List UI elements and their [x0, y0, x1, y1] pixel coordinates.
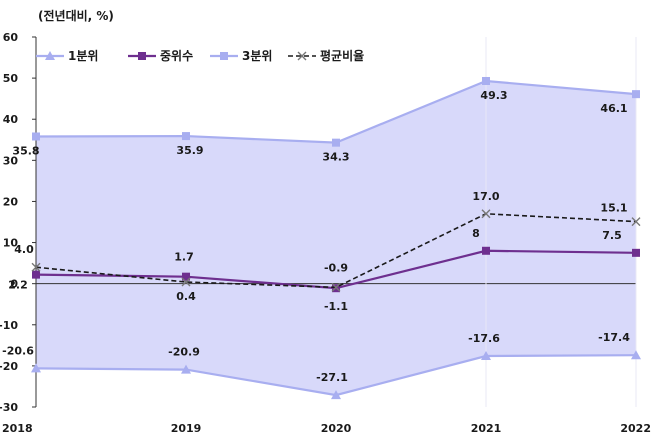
square-marker [32, 270, 40, 279]
data-label: 34.3 [322, 151, 349, 164]
y-tick-labels: 60 50 40 30 20 10 0 -10 -20 -30 [0, 31, 36, 414]
y-tick-label: 30 [3, 154, 19, 167]
data-label: 2.2 [8, 279, 28, 292]
legend-label: 1분위 [68, 49, 98, 63]
triangle-marker [181, 364, 191, 374]
triangle-marker [31, 363, 41, 373]
square-marker [482, 76, 490, 85]
x-tick-label: 2020 [321, 422, 352, 435]
data-label: 15.1 [600, 202, 627, 215]
data-label: 7.5 [602, 229, 622, 242]
square-marker [632, 248, 640, 257]
y-tick-label: 0 [10, 278, 18, 291]
series [31, 76, 641, 400]
y-tick-label: 10 [3, 237, 19, 250]
data-label: 1.7 [174, 251, 194, 264]
square-marker [182, 272, 190, 281]
data-labels: -20.6 -20.9 -27.1 -17.6 -17.4 2.2 1.7 -1.1 8 7.5 3… [2, 89, 630, 384]
series-3분위 [32, 76, 640, 147]
legend-label: 3분위 [242, 49, 272, 63]
y-tick-label: -20 [0, 360, 18, 373]
y-tick-label: 40 [3, 113, 19, 126]
y-tick-label: -10 [0, 319, 18, 332]
data-label: 4.0 [14, 243, 34, 256]
y-tick-label: 20 [3, 195, 19, 208]
data-label: -17.6 [468, 332, 500, 345]
series-평균비율 [31, 209, 641, 292]
x-tick-labels: 2018 2019 2020 2021 2022 [2, 422, 651, 435]
legend-label: 중위수 [160, 49, 193, 63]
data-label: 8 [472, 227, 480, 240]
data-label: -0.9 [324, 261, 348, 274]
legend: 1분위 중위수 3분위 평균비율 [36, 48, 364, 63]
x-marker [481, 209, 491, 219]
data-label: 46.1 [600, 102, 627, 115]
square-marker [182, 132, 190, 141]
x-marker [331, 282, 341, 292]
x-tick-label: 2018 [2, 422, 33, 435]
legend-item-중위수: 중위수 [128, 49, 193, 63]
square-marker [220, 52, 228, 60]
x-marker [181, 277, 191, 287]
square-marker [332, 138, 340, 147]
x-tick-label: 2019 [171, 422, 202, 435]
data-label: 17.0 [472, 190, 499, 203]
square-marker [138, 52, 146, 60]
band-area [36, 80, 636, 396]
triangle-marker [481, 351, 491, 361]
y-tick-label: -30 [0, 401, 18, 414]
axes [35, 37, 636, 407]
triangle-marker [331, 390, 341, 400]
x-tick-label: 2021 [471, 422, 502, 435]
legend-item-3분위: 3분위 [210, 49, 272, 63]
data-label: -27.1 [316, 371, 348, 384]
legend-label: 평균비율 [320, 48, 364, 63]
x-tick-label: 2022 [620, 422, 651, 435]
y-tick-label: 60 [3, 31, 19, 44]
series-1분위 [31, 350, 641, 400]
legend-item-1분위: 1분위 [36, 49, 98, 63]
x-marker [31, 262, 41, 272]
x-marker [297, 51, 307, 61]
data-label: -20.6 [2, 344, 34, 357]
data-label: -20.9 [168, 346, 200, 359]
triangle-marker [631, 350, 641, 360]
interquartile-band [36, 80, 636, 396]
data-label: -17.4 [598, 331, 630, 344]
x-marker [631, 217, 641, 227]
data-label: 0.4 [176, 290, 196, 303]
data-label: 35.9 [176, 144, 203, 157]
square-marker [482, 246, 490, 255]
square-marker [632, 90, 640, 99]
unit-label: (전년대비, %) [38, 8, 114, 23]
data-label: -1.1 [324, 300, 348, 313]
square-marker [32, 132, 40, 141]
data-label: 49.3 [480, 89, 507, 102]
data-label: 35.8 [12, 144, 39, 157]
legend-item-평균비율: 평균비율 [288, 48, 364, 63]
y-tick-label: 50 [3, 72, 19, 85]
triangle-marker [45, 51, 55, 60]
